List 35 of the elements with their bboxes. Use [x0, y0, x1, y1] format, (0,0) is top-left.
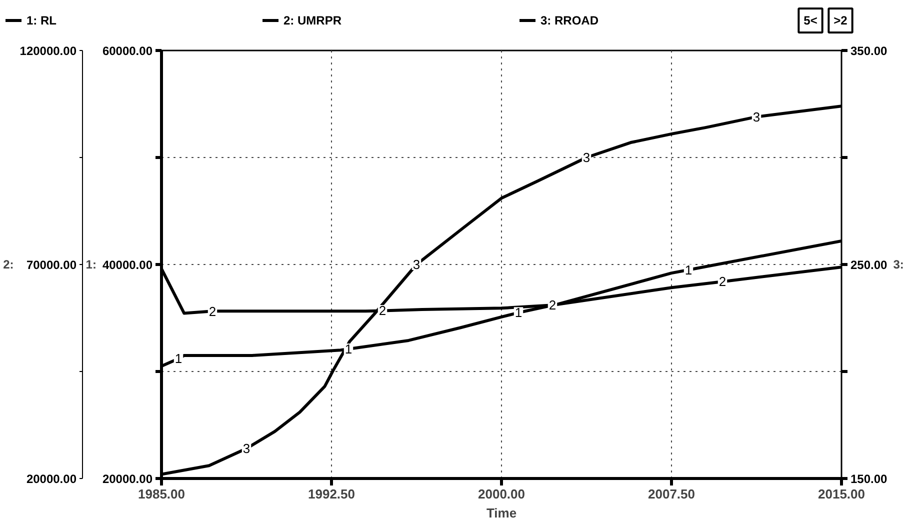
- y2-tick-label: 70000.00: [26, 258, 77, 272]
- y2-tick-label: 20000.00: [26, 472, 77, 486]
- annotation: 1: [344, 342, 352, 357]
- annotation: 2: [548, 298, 556, 313]
- x-tick-label: 2000.00: [478, 486, 526, 502]
- y3-tick-label: 150.00: [850, 472, 888, 486]
- legend-label: 2: UMRPR: [284, 14, 342, 28]
- x-tick-label: 1992.50: [308, 486, 356, 502]
- annotation: 3: [582, 150, 590, 165]
- y3-tick-label: 250.00: [850, 258, 888, 272]
- y3-axis-title: 3:: [893, 258, 904, 272]
- annotation: 3: [752, 109, 760, 124]
- x-tick-label: 2015.00: [818, 486, 866, 502]
- y3-tick-label: 350.00: [850, 44, 888, 58]
- y-tick-label: 40000.00: [102, 258, 153, 272]
- text: 5<: [804, 14, 818, 28]
- text: >2: [834, 14, 848, 28]
- annotation: 3: [412, 257, 420, 272]
- annotation: 1: [174, 351, 182, 366]
- annotation: 2: [208, 304, 216, 320]
- annotation: 2: [718, 274, 726, 290]
- annotation: 3: [242, 441, 250, 456]
- x-tick-label: 2007.50: [648, 486, 696, 502]
- y2-tick-label: 120000.00: [20, 44, 77, 58]
- x-tick-label: 1985.00: [138, 486, 186, 502]
- y2-axis-title: 2:: [3, 258, 14, 272]
- y-tick-label: 20000.00: [102, 472, 153, 486]
- legend-label: 3: RROAD: [540, 14, 599, 28]
- x-axis-title: Time: [486, 506, 517, 520]
- y-tick-label: 60000.00: [102, 44, 153, 58]
- legend-label: 1: RL: [26, 14, 56, 28]
- y-axis-title: 1:: [86, 258, 96, 272]
- annotation: 2: [378, 303, 386, 318]
- annotation: 1: [514, 305, 522, 320]
- annotation: 1: [684, 262, 692, 278]
